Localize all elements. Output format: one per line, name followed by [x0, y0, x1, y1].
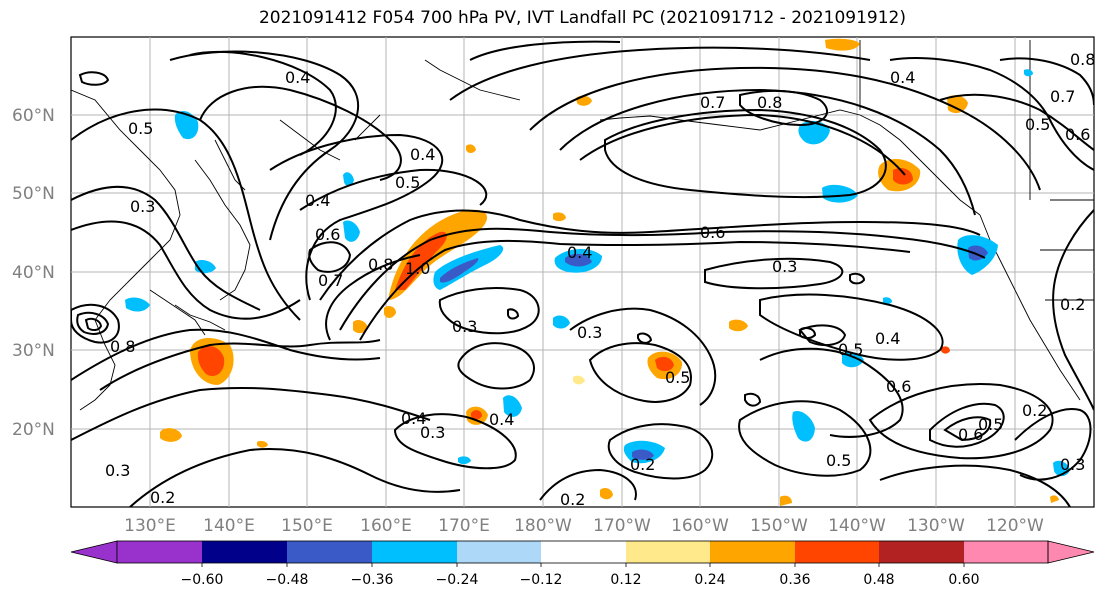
contour-label: 0.2: [560, 490, 585, 509]
contour-label: 0.7: [700, 93, 725, 112]
colorbar-tick-label: 0.48: [863, 572, 894, 588]
contour-label: 0.8: [757, 93, 782, 112]
colorbar: −0.60 −0.48 −0.36 −0.24 −0.12 0.12 0.24 …: [70, 540, 1095, 588]
colorbar-tick-label: −0.36: [351, 572, 394, 588]
colorbar-bin: [541, 541, 626, 563]
contour-label: 0.3: [130, 197, 155, 216]
colorbar-tick-label: −0.60: [181, 572, 224, 588]
contour-label: 0.4: [401, 409, 426, 428]
contour-label: 0.4: [875, 329, 900, 348]
contour-label: 0.6: [700, 223, 725, 242]
lon-label: 130°E: [124, 516, 176, 536]
contour-label: 0.7: [318, 271, 343, 290]
contour-label: 0.3: [420, 423, 445, 442]
contour-label: 0.7: [1050, 87, 1075, 106]
colorbar-bin: [287, 541, 372, 563]
lon-label: 170°W: [593, 516, 651, 536]
contour-label: 0.6: [886, 377, 911, 396]
contour-label: 0.4: [285, 68, 310, 87]
colorbar-tick-label: 0.24: [694, 572, 725, 588]
colorbar-over-arrow: [1047, 540, 1095, 564]
colorbar-bin: [879, 541, 964, 563]
lat-label: 20°N: [12, 420, 55, 440]
lon-label: 140°W: [828, 516, 886, 536]
colorbar-bin: [964, 541, 1048, 563]
contour-label: 0.5: [395, 173, 420, 192]
colorbar-bin: [457, 541, 541, 563]
contour-label: 0.3: [577, 323, 602, 342]
contour-label: 0.4: [305, 191, 330, 210]
contour-label: 0.4: [567, 243, 592, 262]
contour-label: 0.5: [826, 451, 851, 470]
contour-label: 0.5: [1025, 115, 1050, 134]
colorbar-tick-label: 0.60: [948, 572, 979, 588]
contour-label: 0.3: [105, 461, 130, 480]
contour-label: 0.2: [1060, 295, 1085, 314]
colorbar-bin: [117, 541, 202, 563]
lat-label: 30°N: [12, 341, 55, 361]
contour-label: 0.2: [630, 455, 655, 474]
colorbar-bin: [795, 541, 879, 563]
lat-label: 60°N: [12, 106, 55, 126]
contour-label: 0.6: [958, 425, 983, 444]
colorbar-bin: [710, 541, 795, 563]
latitude-labels: 60°N 50°N 40°N 30°N 20°N: [12, 106, 55, 440]
colorbar-under-arrow: [70, 540, 118, 564]
lon-label: 160°W: [671, 516, 729, 536]
contour-label: 0.6: [315, 225, 340, 244]
colorbar-tick-label: 0.36: [779, 572, 810, 588]
contour-label: 0.4: [489, 410, 514, 429]
lon-label: 160°E: [360, 516, 412, 536]
colorbar-tick-label: −0.48: [266, 572, 309, 588]
lon-label: 170°E: [438, 516, 490, 536]
lon-label: 120°W: [986, 516, 1044, 536]
contour-labels: 0.4 0.7 0.8 0.4 0.5 0.7 0.6 0.8 0.4 0.5 …: [105, 50, 1095, 509]
contour-label: 0.8: [110, 337, 135, 356]
colorbar-tick-label: −0.24: [436, 572, 479, 588]
lon-label: 150°E: [281, 516, 333, 536]
colorbar-tick-label: −0.12: [520, 572, 563, 588]
contour-label: 0.3: [452, 317, 477, 336]
colorbar-bin: [202, 541, 287, 563]
contour-label: 1.0: [405, 259, 430, 278]
lon-label: 130°W: [907, 516, 965, 536]
ivt-contours: [71, 40, 1094, 507]
colorbar-bin: [372, 541, 457, 563]
contour-label: 0.5: [838, 340, 863, 359]
lon-label: 140°E: [203, 516, 255, 536]
contour-label: 0.4: [890, 68, 915, 87]
contour-label: 0.5: [978, 415, 1003, 434]
lat-label: 40°N: [12, 263, 55, 283]
contour-label: 0.2: [150, 488, 175, 507]
pv-shading-negative: [125, 69, 1070, 477]
colorbar-bin: [626, 541, 710, 563]
contour-label: 0.3: [1060, 455, 1085, 474]
contour-label: 0.5: [128, 119, 153, 138]
plot-title: 2021091412 F054 700 hPa PV, IVT Landfall…: [258, 8, 906, 28]
lon-label: 150°W: [750, 516, 808, 536]
longitude-labels: 130°E 140°E 150°E 160°E 170°E 180°W 170°…: [124, 516, 1044, 536]
lat-label: 50°N: [12, 184, 55, 204]
contour-label: 0.3: [772, 257, 797, 276]
lon-label: 180°W: [514, 516, 572, 536]
contour-label: 0.4: [410, 145, 435, 164]
contour-label: 0.2: [1022, 401, 1047, 420]
colorbar-tick-label: 0.12: [610, 572, 641, 588]
contour-label: 0.6: [1065, 125, 1090, 144]
contour-label: 0.5: [665, 368, 690, 387]
contour-label: 0.8: [1070, 50, 1095, 69]
contour-label: 0.8: [368, 255, 393, 274]
